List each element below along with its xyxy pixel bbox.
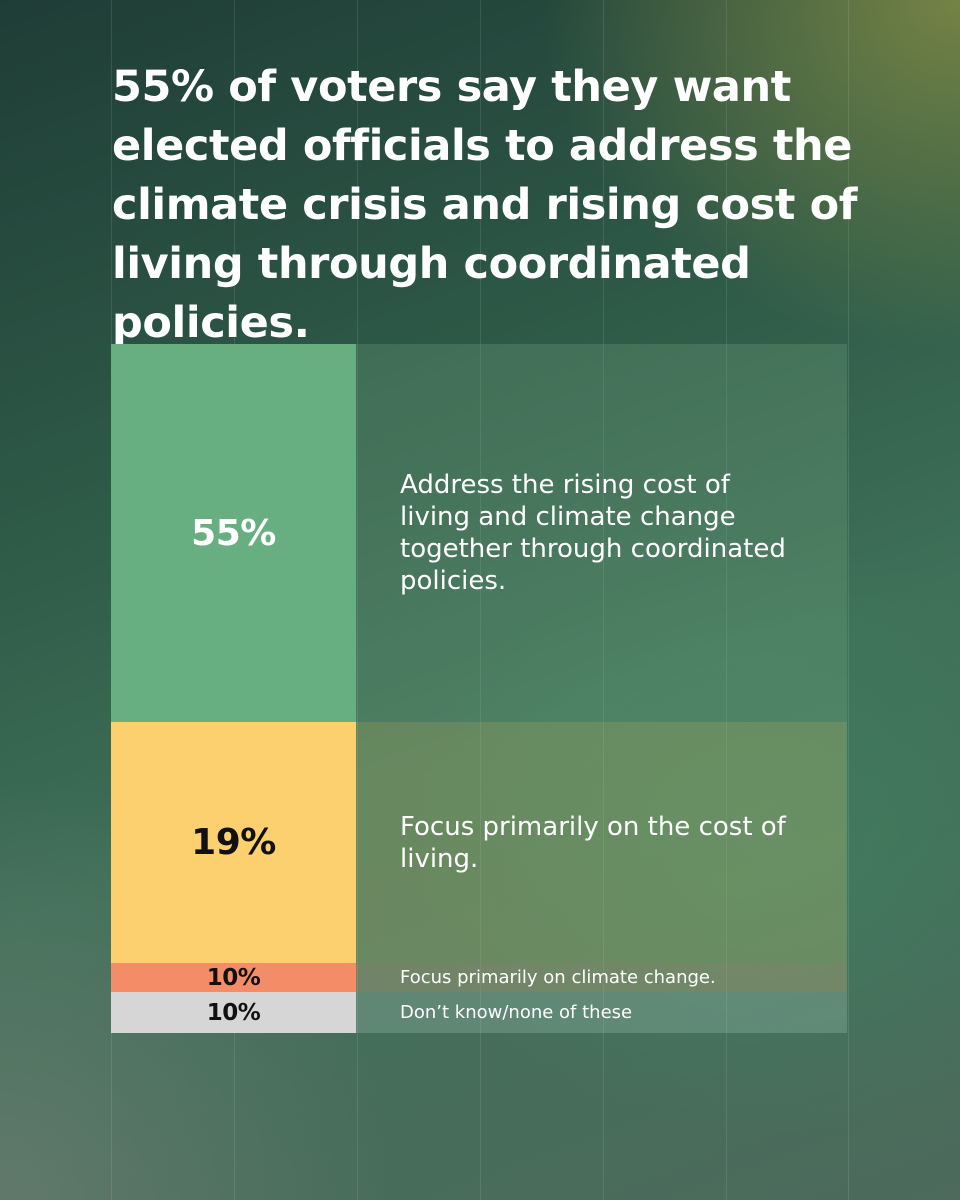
page-title: 55% of voters say they want elected offi…	[112, 62, 858, 348]
chart-row-climate-change: 10% Focus primarily on climate change.	[111, 963, 847, 992]
category-label-climate-change: Focus primarily on climate change.	[356, 963, 847, 992]
chart-row-cost-of-living: 19% Focus primarily on the cost of living…	[111, 722, 847, 963]
percent-bar-cost-of-living: 19%	[111, 722, 356, 963]
chart-row-dont-know: 10% Don’t know/none of these	[111, 992, 847, 1033]
category-label-coordinated: Address the rising cost of living and cl…	[356, 344, 847, 722]
percent-bar-coordinated: 55%	[111, 344, 356, 722]
percent-bar-dont-know: 10%	[111, 992, 356, 1033]
percent-bar-climate-change: 10%	[111, 963, 356, 992]
category-label-cost-of-living: Focus primarily on the cost of living.	[356, 722, 847, 963]
chart-row-coordinated: 55% Address the rising cost of living and…	[111, 344, 847, 722]
category-label-dont-know: Don’t know/none of these	[356, 992, 847, 1033]
survey-chart: 55% Address the rising cost of living and…	[111, 344, 847, 1033]
